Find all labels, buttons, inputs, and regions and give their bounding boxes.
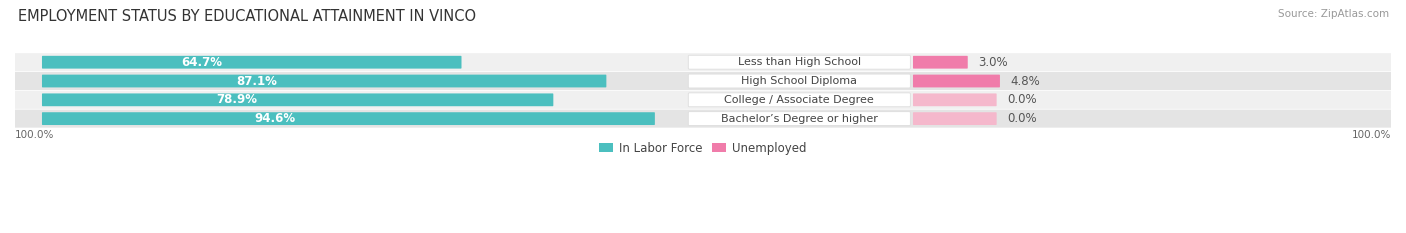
Text: 64.7%: 64.7% [181, 56, 222, 69]
Text: Less than High School: Less than High School [738, 57, 860, 67]
FancyBboxPatch shape [42, 56, 461, 69]
Text: 4.8%: 4.8% [1011, 75, 1040, 88]
Text: College / Associate Degree: College / Associate Degree [724, 95, 875, 105]
Text: 87.1%: 87.1% [236, 75, 277, 88]
Text: 100.0%: 100.0% [15, 130, 55, 140]
FancyBboxPatch shape [42, 93, 554, 106]
Text: 100.0%: 100.0% [1351, 130, 1391, 140]
FancyBboxPatch shape [689, 112, 910, 126]
Text: Bachelor’s Degree or higher: Bachelor’s Degree or higher [721, 114, 877, 124]
FancyBboxPatch shape [15, 72, 1391, 90]
Text: High School Diploma: High School Diploma [741, 76, 858, 86]
Text: 0.0%: 0.0% [1007, 93, 1036, 106]
FancyBboxPatch shape [912, 112, 997, 125]
FancyBboxPatch shape [15, 110, 1391, 128]
FancyBboxPatch shape [42, 75, 606, 87]
FancyBboxPatch shape [912, 75, 1000, 87]
FancyBboxPatch shape [912, 93, 997, 106]
Text: 78.9%: 78.9% [217, 93, 257, 106]
Text: EMPLOYMENT STATUS BY EDUCATIONAL ATTAINMENT IN VINCO: EMPLOYMENT STATUS BY EDUCATIONAL ATTAINM… [18, 9, 477, 24]
Text: 94.6%: 94.6% [254, 112, 295, 125]
Text: 3.0%: 3.0% [979, 56, 1008, 69]
Text: 0.0%: 0.0% [1007, 112, 1036, 125]
FancyBboxPatch shape [689, 74, 910, 88]
FancyBboxPatch shape [912, 56, 967, 69]
Legend: In Labor Force, Unemployed: In Labor Force, Unemployed [595, 137, 811, 160]
FancyBboxPatch shape [15, 53, 1391, 71]
Text: Source: ZipAtlas.com: Source: ZipAtlas.com [1278, 9, 1389, 19]
FancyBboxPatch shape [15, 91, 1391, 109]
FancyBboxPatch shape [42, 112, 655, 125]
FancyBboxPatch shape [689, 55, 910, 69]
FancyBboxPatch shape [689, 93, 910, 107]
